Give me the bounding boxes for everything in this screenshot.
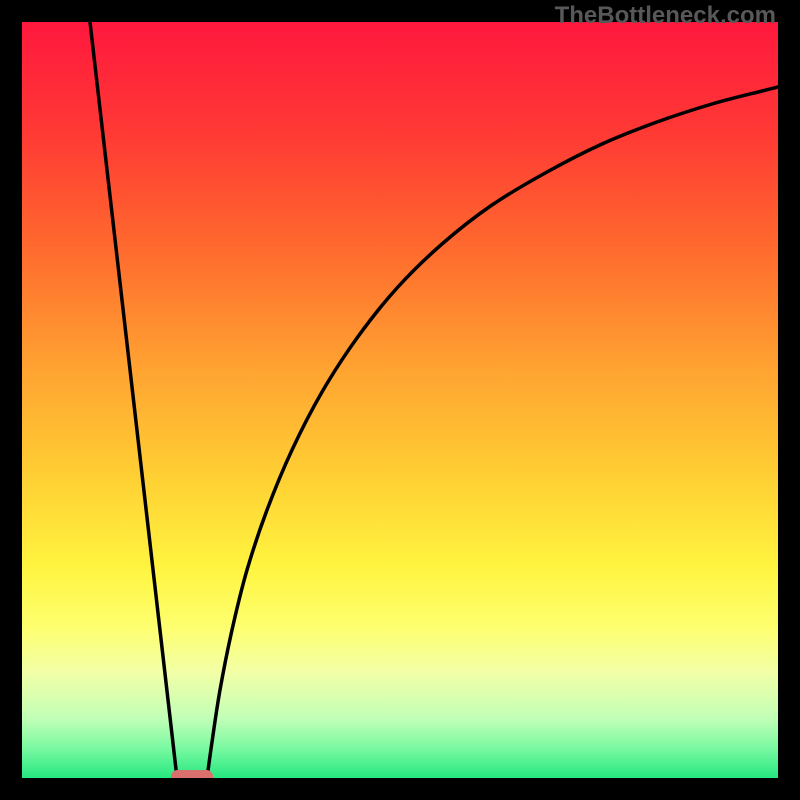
plot-area xyxy=(22,22,778,778)
watermark-text: TheBottleneck.com xyxy=(555,2,776,30)
border-right xyxy=(778,0,800,800)
target-marker xyxy=(171,770,213,779)
border-bottom xyxy=(0,778,800,800)
chart-container: TheBottleneck.com xyxy=(0,0,800,800)
gradient-background xyxy=(22,22,778,778)
border-left xyxy=(0,0,22,800)
